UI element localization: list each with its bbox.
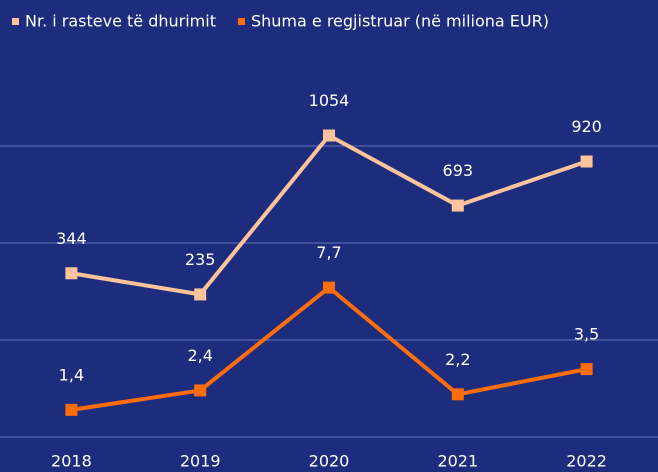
data-label: 920 [571,117,602,136]
x-tick-label: 2019 [180,452,221,469]
point [451,388,464,401]
point [65,267,78,280]
x-tick-label: 2021 [437,452,478,469]
data-label: 344 [56,229,87,248]
data-label: 1054 [309,91,350,110]
point [323,129,335,142]
data-label: 235 [185,250,216,269]
point [580,363,593,376]
legend-label: Shuma e regjistruar (në miliona EUR) [251,12,549,31]
legend-swatch [237,18,245,25]
x-tick-label: 2020 [309,452,350,469]
point [65,403,78,416]
data-label: 1,4 [59,365,84,384]
point [580,155,593,168]
point [194,384,207,397]
data-label: 2,2 [445,350,470,369]
point [194,288,207,301]
data-label: 7,7 [316,243,341,262]
data-label: 3,5 [574,325,599,344]
data-label: 2,4 [187,346,212,365]
series-line [71,133,588,297]
legend-label: Nr. i rasteve të dhurimit [25,12,216,31]
x-tick-label: 2022 [566,452,607,469]
point [451,199,464,212]
point [323,281,335,294]
x-tick-label: 2018 [51,452,92,469]
data-label: 693 [443,161,474,180]
legend-swatch [12,18,19,25]
series-line [71,285,587,412]
